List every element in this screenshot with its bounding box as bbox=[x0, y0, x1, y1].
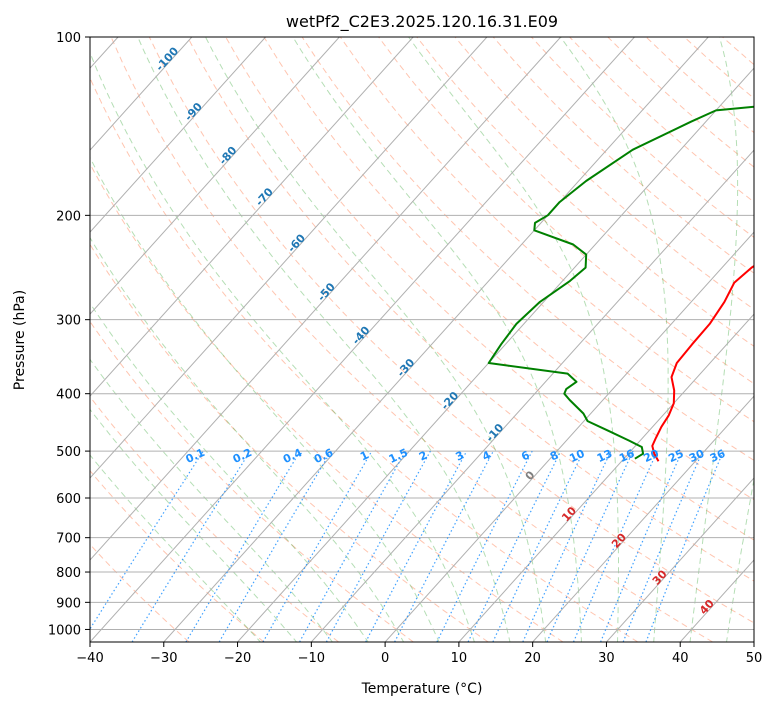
x-tick-label: 30 bbox=[598, 651, 615, 666]
mixing-ratio-line bbox=[600, 450, 683, 642]
y-tick-label: 200 bbox=[56, 209, 81, 224]
mixing-ratio-line bbox=[546, 450, 634, 642]
dry-adiabat-line bbox=[454, 37, 754, 310]
isotherm-line bbox=[310, 149, 754, 642]
mixing-ratio-label: 36 bbox=[708, 447, 728, 465]
dry-adiabat-line bbox=[416, 37, 754, 347]
dry-adiabat-line bbox=[90, 243, 489, 642]
y-tick-label: 600 bbox=[56, 492, 81, 507]
moist-adiabat-line bbox=[725, 476, 754, 642]
series-layer bbox=[487, 105, 754, 462]
moist-adiabat-line bbox=[408, 37, 619, 642]
isotherm-line bbox=[90, 37, 562, 561]
plot-area bbox=[90, 37, 754, 642]
y-tick-label: 500 bbox=[56, 445, 81, 460]
mixing-ratio-line bbox=[436, 450, 533, 642]
moist-adiabat-line bbox=[205, 37, 547, 642]
dry-adiabat-line bbox=[378, 37, 754, 385]
moist-adiabat-line bbox=[137, 37, 511, 642]
moist-adiabat-line bbox=[90, 302, 369, 642]
x-tick-label: 0 bbox=[381, 651, 389, 666]
moist-adiabat-line bbox=[90, 156, 440, 642]
mixing-ratio-line bbox=[90, 450, 204, 631]
plot-frame bbox=[89, 36, 755, 643]
mixing-ratio-line bbox=[572, 450, 658, 642]
dry-adiabat-line bbox=[90, 162, 564, 642]
dry-adiabat-line bbox=[90, 395, 339, 642]
isotherm-line bbox=[90, 37, 340, 315]
y-tick-label: 300 bbox=[56, 314, 81, 329]
mixing-ratio-line bbox=[645, 450, 724, 642]
isotherm-line bbox=[753, 641, 754, 642]
y-axis-title: Pressure (hPa) bbox=[12, 290, 28, 390]
isotherm-line bbox=[606, 477, 754, 642]
background-lines bbox=[90, 37, 775, 642]
dry-adiabat-line bbox=[90, 543, 190, 642]
isotherm-line bbox=[90, 37, 488, 479]
moist-adiabat-line bbox=[560, 37, 669, 642]
y-tick-label: 900 bbox=[56, 596, 81, 611]
x-tick-label: −10 bbox=[298, 651, 325, 666]
x-tick-label: −40 bbox=[76, 651, 103, 666]
temperature-profile-line bbox=[651, 264, 754, 462]
y-tick-label: 100 bbox=[56, 31, 81, 46]
moist-adiabat-line bbox=[689, 37, 739, 642]
moist-adiabat-line bbox=[292, 37, 583, 642]
mixing-ratio-line bbox=[299, 450, 407, 642]
x-tick-label: 20 bbox=[524, 651, 541, 666]
plot-background bbox=[90, 37, 754, 642]
x-tick-label: −30 bbox=[150, 651, 177, 666]
isotherm-line bbox=[458, 313, 754, 642]
mixing-ratio-label: 16 bbox=[617, 447, 637, 465]
moist-adiabat-line bbox=[90, 358, 334, 642]
dry-adiabat-line bbox=[90, 470, 265, 642]
moist-adiabat-line bbox=[90, 408, 298, 642]
chart-title: wetPf2_C2E3.2025.120.16.31.E09 bbox=[286, 12, 558, 32]
y-tick-label: 800 bbox=[56, 566, 81, 581]
isotherm-line bbox=[90, 37, 193, 151]
y-tick-label: 400 bbox=[56, 388, 81, 403]
x-axis-title: Temperature (°C) bbox=[361, 681, 483, 697]
isotherm-line bbox=[90, 37, 635, 642]
moist-adiabat-line bbox=[90, 236, 405, 642]
mixing-ratio-line bbox=[365, 450, 468, 642]
moist-adiabat-line bbox=[90, 454, 262, 642]
mixing-ratio-label: 30 bbox=[687, 447, 707, 465]
x-tick-label: 50 bbox=[746, 651, 763, 666]
isotherm-line bbox=[90, 37, 414, 397]
y-tick-label: 1000 bbox=[48, 623, 81, 638]
mixing-ratio-line bbox=[622, 450, 704, 642]
dry-adiabat-line bbox=[148, 37, 754, 624]
dewpoint-profile-line bbox=[487, 105, 754, 460]
moist-adiabat-line bbox=[90, 51, 475, 642]
axes: −40 −30 −20 −10 0 10 20 30 40 50 100 200 300 400 500 60… bbox=[48, 31, 762, 666]
y-tick-label: 700 bbox=[56, 532, 81, 547]
mixing-ratio-line bbox=[131, 450, 251, 642]
isotherm-line bbox=[90, 37, 266, 233]
mixing-ratio-label: 10 bbox=[567, 447, 587, 465]
x-tick-label: −20 bbox=[224, 651, 251, 666]
x-tick-label: 40 bbox=[672, 651, 689, 666]
isotherm-line bbox=[384, 231, 754, 642]
isotherm-line bbox=[163, 37, 709, 642]
mixing-ratio-line bbox=[325, 450, 431, 642]
mixing-ratio-label: 25 bbox=[666, 447, 685, 465]
isotherm-line bbox=[237, 67, 754, 642]
isotherm-line bbox=[532, 395, 754, 642]
mixing-ratio-label: 13 bbox=[595, 447, 614, 465]
x-tick-label: 10 bbox=[451, 651, 468, 666]
dry-adiabat-line bbox=[761, 37, 775, 642]
mixing-ratio-label: 20 bbox=[642, 447, 662, 465]
